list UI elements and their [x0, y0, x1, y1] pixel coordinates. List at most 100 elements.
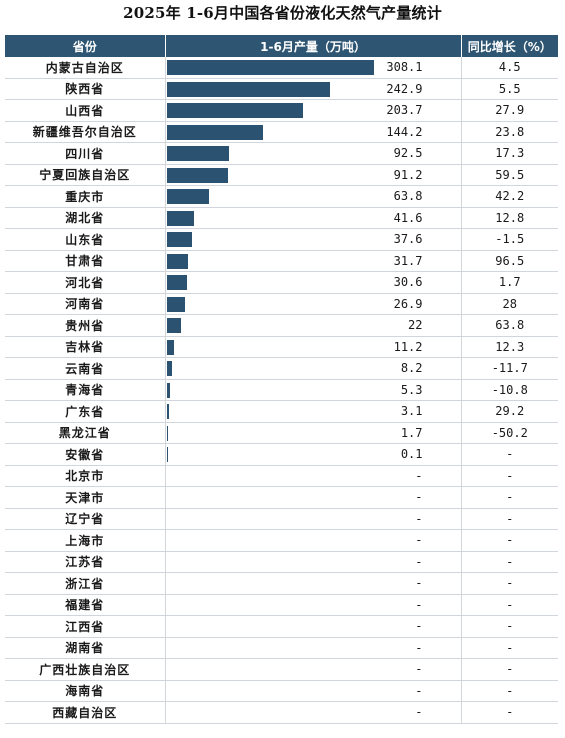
table-row: 黑龙江省 1.7 -50.2: [5, 422, 558, 444]
province-cell: 江苏省: [5, 551, 166, 573]
output-cell: -: [165, 529, 462, 552]
table-row: 甘肃省 31.7 96.5: [5, 250, 558, 272]
output-bar: [166, 425, 168, 441]
output-cell: 144.2: [165, 121, 462, 143]
table-row: 湖南省 - -: [5, 637, 558, 659]
output-value: 37.6: [393, 232, 423, 246]
output-value: -: [415, 619, 423, 633]
output-cell: 8.2: [165, 357, 462, 380]
output-cell: -: [165, 486, 462, 509]
province-cell: 西藏自治区: [5, 701, 166, 724]
output-cell: -: [165, 658, 462, 681]
table-row: 天津市 - -: [5, 486, 558, 509]
table-row: 山东省 37.6 -1.5: [5, 228, 558, 251]
output-value: -: [415, 640, 423, 655]
table-row: 广东省 3.1 29.2: [5, 400, 558, 423]
yoy-cell: -: [461, 486, 558, 509]
table-row: 海南省 - -: [5, 680, 558, 702]
yoy-cell: -1.5: [461, 228, 558, 251]
output-value: 8.2: [400, 361, 423, 375]
yoy-cell: 28: [461, 293, 558, 315]
output-cell: 91.2: [165, 164, 462, 186]
province-cell: 北京市: [5, 465, 166, 487]
output-value: 41.6: [393, 210, 423, 225]
province-cell: 海南省: [5, 680, 166, 702]
province-cell: 浙江省: [5, 572, 166, 595]
table-row: 福建省 - -: [5, 594, 558, 616]
output-value: -: [415, 533, 423, 547]
table-row: 湖北省 41.6 12.8: [5, 207, 558, 229]
province-cell: 广西壮族自治区: [5, 658, 166, 681]
output-cell: -: [165, 572, 462, 595]
output-cell: 11.2: [165, 336, 462, 358]
yoy-cell: -: [461, 680, 558, 702]
output-bar: [166, 447, 168, 462]
output-value: -: [415, 597, 423, 612]
yoy-cell: -: [461, 551, 558, 573]
output-cell: -: [165, 680, 462, 702]
output-value: 1.7: [400, 425, 423, 440]
output-cell: -: [165, 594, 462, 616]
output-bar: [166, 253, 188, 269]
yoy-cell: -: [461, 508, 558, 530]
yoy-cell: -: [461, 658, 558, 681]
output-cell: -: [165, 637, 462, 659]
table-row: 山西省 203.7 27.9: [5, 99, 558, 122]
table-row: 陕西省 242.9 5.5: [5, 78, 558, 100]
output-bar: [166, 361, 172, 376]
yoy-cell: -11.7: [461, 357, 558, 380]
output-cell: 242.9: [165, 78, 462, 100]
output-cell: 308.1: [165, 57, 462, 79]
header-output: 1-6月产量（万吨）: [165, 35, 462, 57]
province-cell: 甘肃省: [5, 250, 166, 272]
province-cell: 云南省: [5, 357, 166, 380]
table-row: 辽宁省 - -: [5, 508, 558, 530]
output-value: 203.7: [386, 103, 423, 117]
yoy-cell: 96.5: [461, 250, 558, 272]
province-cell: 山东省: [5, 228, 166, 251]
header-yoy: 同比增长（%）: [461, 35, 558, 57]
output-bar: [166, 296, 185, 312]
province-cell: 贵州省: [5, 314, 166, 337]
output-value: 308.1: [386, 60, 423, 74]
output-cell: 3.1: [165, 400, 462, 423]
province-cell: 江西省: [5, 615, 166, 638]
yoy-cell: -: [461, 701, 558, 724]
output-cell: 92.5: [165, 142, 462, 165]
table-row: 吉林省 11.2 12.3: [5, 336, 558, 358]
yoy-cell: -: [461, 465, 558, 487]
chart-title: 2025年 1-6月中国各省份液化天然气产量统计: [123, 4, 442, 22]
province-cell: 河南省: [5, 293, 166, 315]
yoy-cell: -50.2: [461, 422, 558, 444]
province-cell: 天津市: [5, 486, 166, 509]
output-value: 11.2: [393, 339, 423, 354]
yoy-cell: 5.5: [461, 78, 558, 100]
output-cell: 63.8: [165, 185, 462, 208]
output-bar: [166, 124, 264, 140]
province-cell: 陕西省: [5, 78, 166, 100]
yoy-cell: -10.8: [461, 379, 558, 401]
table-row: 西藏自治区 - -: [5, 701, 558, 724]
output-value: 242.9: [386, 81, 423, 96]
province-cell: 吉林省: [5, 336, 166, 358]
output-cell: 5.3: [165, 379, 462, 401]
output-bar: [166, 404, 169, 419]
output-bar: [166, 382, 171, 398]
province-cell: 新疆维吾尔自治区: [5, 121, 166, 143]
yoy-cell: 4.5: [461, 57, 558, 79]
province-cell: 山西省: [5, 99, 166, 122]
yoy-cell: 29.2: [461, 400, 558, 423]
output-cell: 22: [165, 314, 462, 337]
province-cell: 宁夏回族自治区: [5, 164, 166, 186]
province-cell: 四川省: [5, 142, 166, 165]
table-row: 上海市 - -: [5, 529, 558, 552]
output-bar: [166, 103, 304, 118]
output-value: 144.2: [386, 124, 423, 139]
yoy-cell: -: [461, 615, 558, 638]
yoy-cell: 63.8: [461, 314, 558, 337]
output-bar: [166, 146, 229, 161]
output-value: 0.1: [400, 447, 423, 461]
output-value: -: [415, 554, 423, 569]
output-cell: -: [165, 465, 462, 487]
